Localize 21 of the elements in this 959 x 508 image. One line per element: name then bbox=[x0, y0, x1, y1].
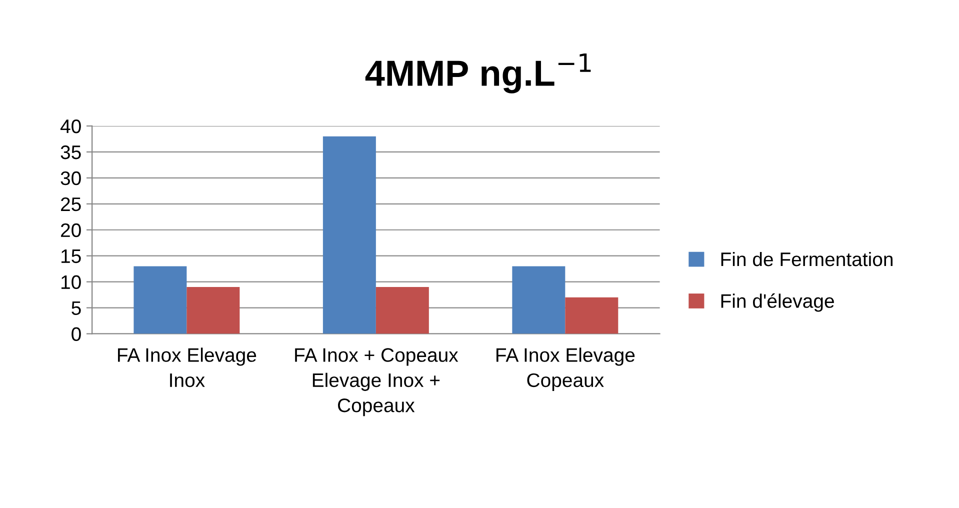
y-tick-label: 30 bbox=[60, 171, 81, 186]
bar bbox=[512, 266, 566, 334]
y-tick-label: 15 bbox=[62, 250, 81, 264]
y-tick-label: 20 bbox=[61, 223, 81, 238]
bar bbox=[376, 287, 429, 334]
bar bbox=[322, 136, 376, 334]
legend-label: Fin de Fermentation bbox=[721, 252, 892, 266]
y-tick-label: 10 bbox=[62, 275, 81, 290]
y-tick-label: 5 bbox=[72, 301, 81, 316]
y-tick-label: 0 bbox=[72, 327, 81, 341]
bar bbox=[134, 266, 187, 334]
legend-label: Fin d'élevage bbox=[721, 293, 834, 312]
y-tick-label: 35 bbox=[60, 145, 81, 160]
x-tick-label: FA Inox Elevage Copeaux bbox=[496, 348, 635, 391]
y-tick-label: 25 bbox=[61, 197, 81, 212]
bar bbox=[565, 297, 618, 334]
x-tick-label: FA Inox + Copeaux Elevage Inox + Copeaux bbox=[295, 348, 458, 416]
bar bbox=[186, 287, 240, 334]
y-tick-label: 40 bbox=[60, 119, 81, 134]
x-tick-label: FA Inox Elevage Inox bbox=[118, 348, 256, 388]
chart-title: 4MMP ng.L$^{−1}$ bbox=[365, 53, 591, 94]
